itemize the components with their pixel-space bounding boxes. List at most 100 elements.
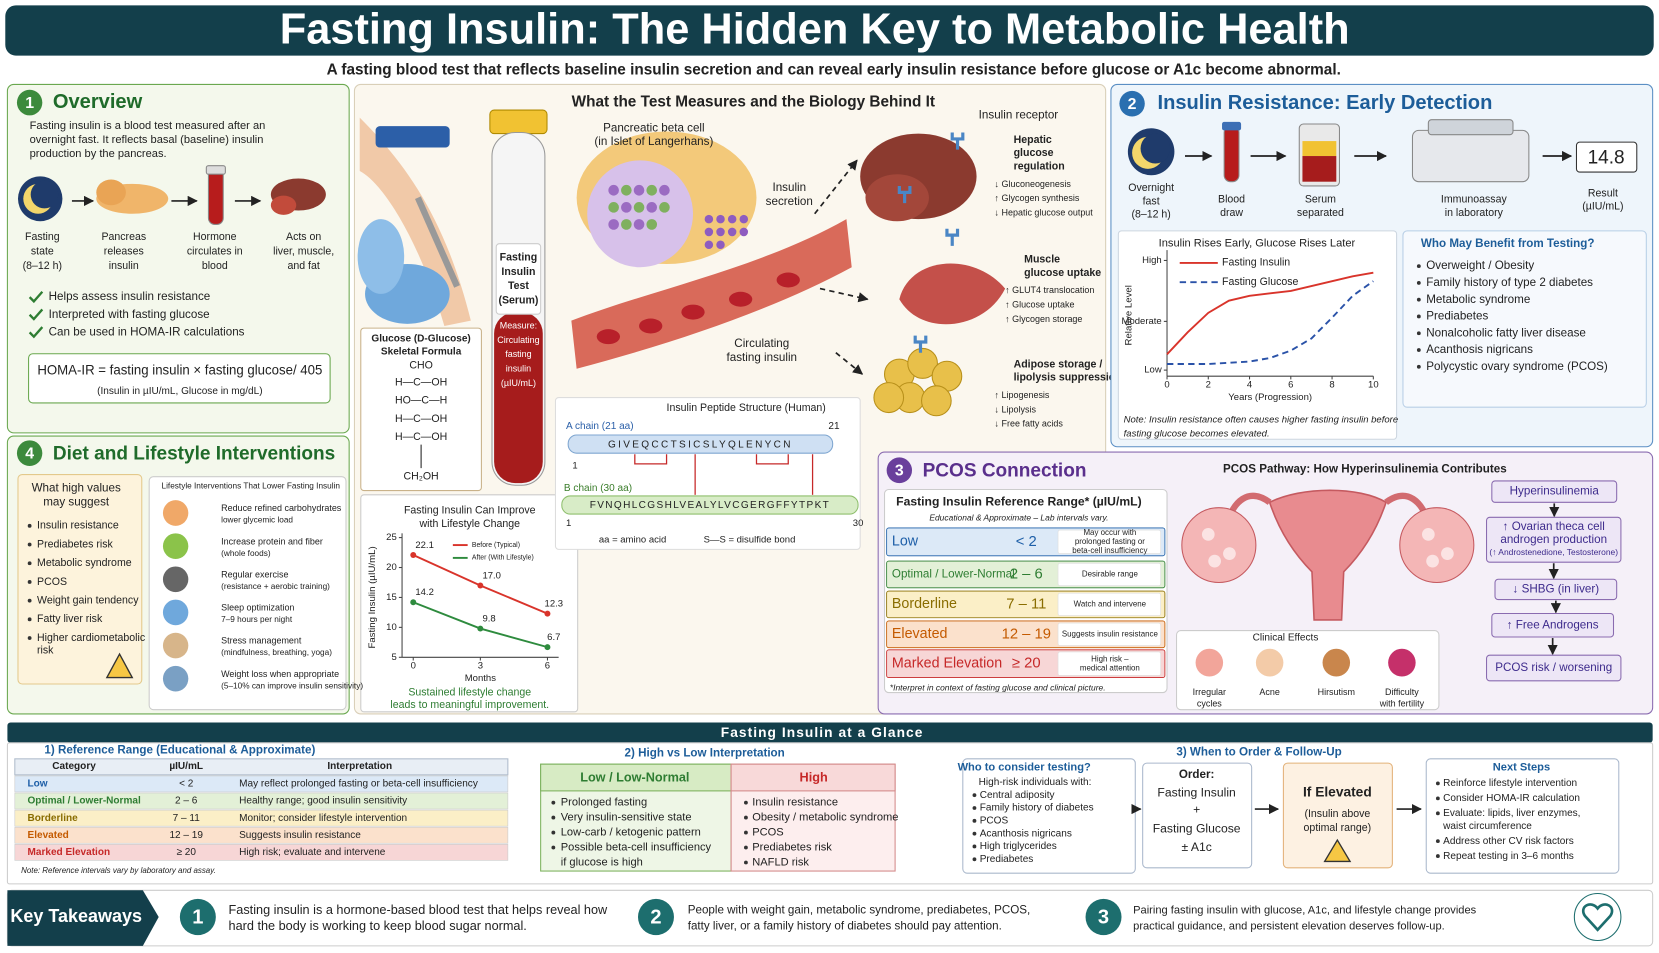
label: Low	[28, 779, 48, 790]
insulin-molecule	[716, 227, 725, 237]
x-tick-label: 6	[1288, 379, 1293, 390]
label: aa = amino acid	[599, 534, 666, 545]
follicle	[1208, 554, 1221, 568]
bullet	[27, 580, 32, 584]
section-badge	[886, 457, 913, 484]
label: 1) Reference Range (Educational & Approx…	[44, 743, 315, 756]
range-category: Low	[892, 534, 919, 550]
label: circulates in	[187, 245, 243, 257]
label: Next Steps	[1493, 761, 1550, 773]
red-cell	[681, 304, 705, 320]
label: Prediabetes risk	[37, 538, 113, 550]
label: Pancreas	[101, 231, 146, 243]
label: < 2	[179, 779, 194, 790]
cell	[659, 201, 670, 213]
cell	[646, 201, 658, 213]
label: Adipose storage /	[1014, 358, 1103, 370]
x-tick-label: 3	[478, 660, 483, 671]
x-tick-label: 10	[1368, 379, 1379, 390]
arrow	[814, 159, 858, 215]
label: Insulin	[772, 181, 806, 194]
label: Fasting Insulin Reference Range* (µIU/mL…	[896, 495, 1141, 509]
suggest-box	[17, 473, 143, 685]
uterus	[1268, 489, 1387, 621]
bullet	[27, 542, 32, 547]
label: *Interpret in context of fasting glucose…	[890, 683, 1106, 693]
data-label: 12.3	[545, 598, 564, 609]
label: Acanthosis nigricans	[980, 828, 1072, 839]
label: Consider HOMA-IR calculation	[1443, 793, 1580, 804]
pathway-box	[1491, 480, 1618, 503]
heart-icon	[1573, 892, 1622, 942]
badge-number: 3	[895, 463, 904, 480]
arrow	[819, 287, 869, 303]
table-row	[14, 826, 509, 844]
label: separated	[1297, 207, 1344, 219]
icon	[30, 180, 59, 209]
label: practical guidance, and persistent eleva…	[1133, 921, 1445, 933]
cell	[621, 219, 632, 230]
order-box	[1142, 762, 1253, 869]
arm	[359, 117, 471, 326]
label: Prediabetes risk	[752, 841, 832, 853]
effect-icon	[1388, 648, 1416, 677]
label: fatty liver, or a family history of diab…	[688, 920, 1002, 933]
range-note-box	[1057, 529, 1161, 554]
label: (5–10% can improve insulin sensitivity)	[221, 680, 363, 690]
label: (8–12 h)	[23, 260, 62, 272]
label: if glucose is high	[561, 856, 643, 868]
liver	[865, 174, 929, 222]
range-category: Marked Elevation	[892, 655, 1002, 671]
label: Fasting Glucose	[1153, 822, 1241, 836]
check-icon	[28, 290, 44, 304]
badge-number: 4	[25, 445, 34, 462]
receptor-icon	[950, 132, 965, 150]
formula-box	[360, 327, 482, 492]
label: production by the pancreas.	[30, 148, 167, 160]
badge-number: 1	[25, 95, 34, 112]
label: 1	[572, 460, 577, 471]
series-line	[1167, 280, 1374, 365]
badge-number: 2	[650, 906, 661, 928]
who-box	[962, 758, 1136, 874]
red-cell	[596, 329, 621, 345]
label: PCOS	[980, 815, 1009, 826]
label: 3) When to Order & Follow-Up	[1176, 745, 1341, 758]
bullet	[1416, 280, 1421, 285]
label: µIU/mL	[169, 761, 203, 772]
takeaway-badge	[1085, 898, 1122, 936]
y-axis-label: Fasting Insulin (µIU/mL)	[367, 546, 378, 648]
insulin-molecule	[739, 214, 749, 224]
bullet	[551, 800, 556, 805]
label: A chain (21 aa)	[566, 421, 634, 432]
y-tick-label: 15	[386, 592, 397, 603]
label: ↑ Ovarian theca cell	[1503, 520, 1605, 533]
label: (in Islet of Langerhans)	[594, 135, 713, 148]
cell	[608, 201, 619, 213]
section-title: Key Takeaways	[10, 906, 142, 926]
insulin-molecule	[704, 214, 714, 224]
bullet	[1416, 314, 1421, 319]
label: Elevated	[28, 830, 69, 841]
blood	[494, 312, 543, 484]
takeaway-badge	[179, 898, 216, 936]
bullet	[551, 845, 556, 850]
label: May reflect prolonged fasting or beta-ce…	[239, 779, 479, 790]
label: High-risk individuals with:	[979, 777, 1092, 788]
label: ↓ Free fatty acids	[995, 419, 1064, 429]
label: lower glycemic load	[221, 515, 293, 525]
section-title: What the Test Measures and the Biology B…	[572, 94, 935, 111]
label: PCOS	[752, 826, 783, 838]
insulin-molecule	[739, 227, 749, 237]
red-cell	[639, 318, 663, 334]
label: releases	[104, 245, 144, 257]
y-tick-label: High	[1142, 255, 1162, 266]
bullet	[1416, 364, 1421, 369]
x-tick-label: 0	[411, 660, 416, 671]
label: Optimal / Lower-Normal	[28, 796, 141, 807]
label: Insulin resistance	[37, 520, 119, 532]
label: Metabolic syndrome	[1426, 293, 1530, 306]
label: ↑ Glycogen storage	[1005, 314, 1082, 324]
icon	[1427, 119, 1514, 136]
